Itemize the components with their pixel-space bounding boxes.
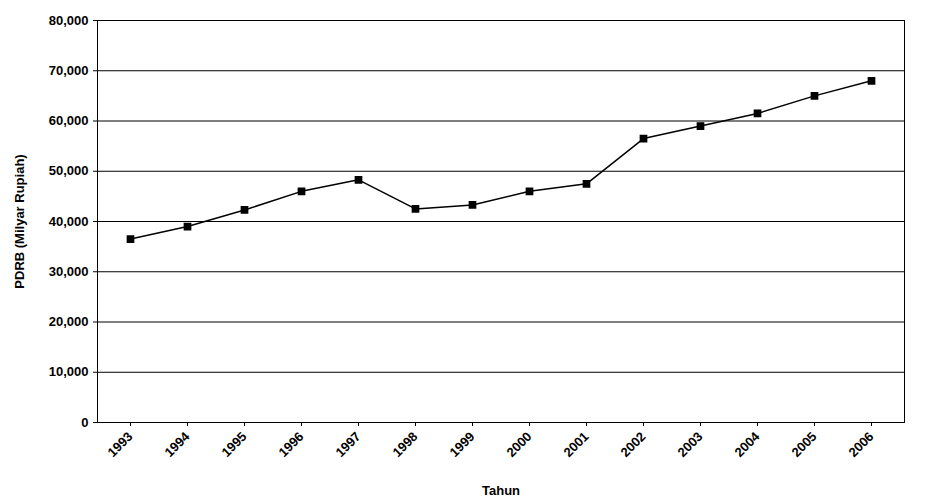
svg-text:1998: 1998 — [390, 429, 421, 460]
svg-text:0: 0 — [81, 415, 88, 430]
svg-text:1996: 1996 — [276, 429, 307, 460]
svg-text:1993: 1993 — [105, 429, 136, 460]
svg-text:40,000: 40,000 — [49, 214, 89, 229]
svg-text:60,000: 60,000 — [49, 113, 89, 128]
svg-text:2000: 2000 — [504, 429, 535, 460]
svg-text:1995: 1995 — [219, 429, 250, 460]
svg-text:80,000: 80,000 — [49, 13, 89, 28]
svg-text:2002: 2002 — [618, 429, 649, 460]
svg-text:10,000: 10,000 — [49, 364, 89, 379]
svg-text:1997: 1997 — [333, 429, 364, 460]
svg-text:Tahun: Tahun — [482, 483, 520, 498]
svg-text:20,000: 20,000 — [49, 314, 89, 329]
svg-text:70,000: 70,000 — [49, 63, 89, 78]
svg-text:2006: 2006 — [846, 429, 877, 460]
svg-text:PDRB (Milyar Rupiah): PDRB (Milyar Rupiah) — [12, 154, 27, 288]
svg-text:1999: 1999 — [447, 429, 478, 460]
svg-text:2003: 2003 — [675, 429, 706, 460]
svg-text:1994: 1994 — [162, 428, 194, 460]
svg-text:30,000: 30,000 — [49, 264, 89, 279]
svg-text:2004: 2004 — [732, 428, 764, 460]
svg-text:2001: 2001 — [561, 429, 592, 460]
svg-text:50,000: 50,000 — [49, 163, 89, 178]
svg-text:2005: 2005 — [789, 429, 820, 460]
